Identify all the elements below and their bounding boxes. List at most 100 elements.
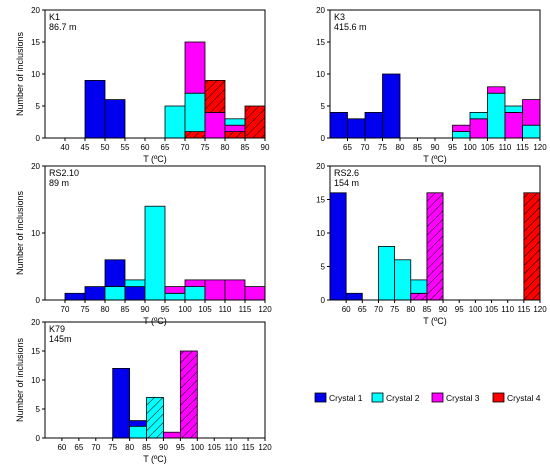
- panel-title: K79: [49, 324, 65, 334]
- x-tick-label: 120: [258, 443, 272, 452]
- panel-title: RS2.6: [334, 168, 359, 178]
- x-tick-label: 115: [517, 305, 530, 314]
- x-tick-label: 60: [342, 305, 351, 314]
- panel-rs2-10: 0 10 20 70 75 80 85 90 95 100 105 110 115 120 T (ºC) Nu…: [15, 162, 272, 326]
- x-tick-label: 105: [485, 305, 499, 314]
- bar: [184, 286, 206, 301]
- y-tick-label: 20: [316, 162, 325, 171]
- bar: [129, 425, 147, 439]
- y-tick-label: 0: [321, 134, 326, 143]
- y-tick-label: 10: [31, 376, 40, 385]
- panel-subtitle: 89 m: [49, 178, 69, 188]
- x-axis-label: T (ºC): [143, 316, 167, 326]
- bar: [164, 105, 186, 139]
- legend-swatch: [492, 392, 505, 403]
- bar: [184, 92, 206, 132]
- x-tick-label: 120: [533, 143, 547, 152]
- x-tick-label: 115: [242, 443, 255, 452]
- bar: [129, 420, 147, 427]
- y-tick-label: 10: [316, 229, 325, 238]
- bar: [523, 192, 541, 301]
- y-tick-label: 20: [31, 318, 40, 327]
- bar: [378, 245, 396, 301]
- bar: [345, 292, 363, 301]
- y-tick-label: 10: [316, 70, 325, 79]
- bar: [84, 80, 106, 139]
- x-tick-label: 90: [439, 305, 448, 314]
- panel-k1: 0 5 10 15 20 40 45 50 55 60 65 70 75 80 85 90 T (ºC) Numb…: [15, 6, 270, 164]
- bar: [329, 192, 347, 301]
- panel-subtitle: 415.6 m: [334, 22, 367, 32]
- x-tick-label: 90: [159, 443, 168, 452]
- x-tick-label: 45: [81, 143, 90, 152]
- bar: [394, 259, 412, 301]
- x-tick-label: 85: [413, 143, 422, 152]
- bar: [452, 124, 471, 132]
- x-tick-label: 100: [463, 143, 477, 152]
- x-tick-label: 75: [108, 443, 117, 452]
- bar: [329, 112, 348, 139]
- x-tick-label: 70: [61, 305, 70, 314]
- x-tick-label: 60: [141, 143, 150, 152]
- y-tick-label: 20: [316, 6, 325, 15]
- bar: [410, 279, 428, 294]
- y-tick-label: 5: [36, 102, 41, 111]
- y-tick-label: 20: [31, 6, 40, 15]
- bar: [410, 292, 428, 301]
- y-tick-label: 15: [31, 38, 40, 47]
- x-tick-label: 95: [448, 143, 457, 152]
- x-tick-label: 80: [101, 305, 110, 314]
- y-tick-label: 15: [31, 347, 40, 356]
- x-tick-label: 105: [481, 143, 495, 152]
- x-tick-label: 105: [198, 305, 212, 314]
- bar: [452, 131, 471, 139]
- bar: [204, 112, 226, 139]
- y-tick-label: 0: [321, 296, 326, 305]
- x-tick-label: 120: [258, 305, 272, 314]
- x-tick-label: 85: [422, 305, 431, 314]
- x-tick-label: 65: [161, 143, 170, 152]
- y-tick-label: 5: [321, 102, 326, 111]
- bar: [382, 73, 401, 139]
- bar: [224, 131, 246, 139]
- x-tick-label: 70: [361, 143, 370, 152]
- bar: [164, 286, 186, 294]
- bar: [112, 367, 131, 439]
- panel-title: RS2.10: [49, 168, 79, 178]
- x-tick-label: 90: [431, 143, 440, 152]
- x-tick-label: 80: [221, 143, 230, 152]
- x-tick-label: 110: [501, 305, 514, 314]
- bar: [224, 279, 246, 301]
- x-tick-label: 110: [225, 443, 238, 452]
- x-tick-label: 85: [142, 443, 151, 452]
- bar: [469, 112, 488, 120]
- x-tick-label: 95: [176, 443, 185, 452]
- y-axis-label: Number of inclusions: [15, 337, 25, 422]
- x-tick-label: 110: [499, 143, 512, 152]
- y-axis-label: Number of inclusions: [15, 190, 25, 275]
- panel-rs2-6: 0 5 10 15 20 60 65 70 75 80 85 90 95 100 105 110 115 120 T…: [316, 162, 547, 326]
- bar: [144, 205, 166, 301]
- x-tick-label: 40: [61, 143, 70, 152]
- bar: [244, 105, 266, 139]
- panel-k79: 0 5 10 15 20 60 65 70 75 80 85 90 95 100 105 110 115 120 T…: [15, 318, 272, 464]
- bar: [146, 396, 164, 439]
- legend-swatch: [371, 392, 384, 403]
- x-tick-label: 75: [378, 143, 387, 152]
- x-tick-label: 60: [57, 443, 66, 452]
- x-tick-label: 50: [101, 143, 110, 152]
- x-axis-label: T (ºC): [143, 454, 167, 464]
- x-tick-label: 65: [74, 443, 83, 452]
- legend-label: Crystal 2: [386, 393, 420, 403]
- y-tick-label: 15: [316, 196, 325, 205]
- x-tick-label: 100: [178, 305, 192, 314]
- y-tick-label: 20: [31, 162, 40, 171]
- bar: [469, 118, 488, 139]
- x-tick-label: 115: [516, 143, 529, 152]
- bar: [522, 124, 541, 139]
- bar: [84, 286, 106, 301]
- y-tick-label: 10: [31, 229, 40, 238]
- bar: [426, 192, 444, 301]
- bar: [204, 279, 226, 301]
- bar: [184, 41, 206, 94]
